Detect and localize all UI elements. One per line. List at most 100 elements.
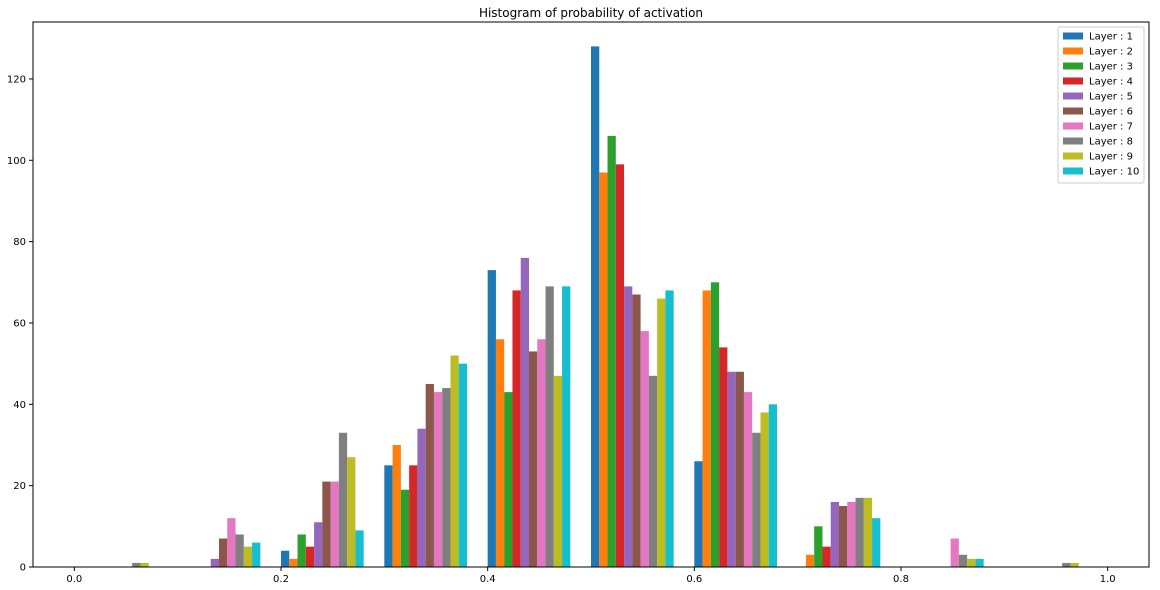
bar-layer-6-bin-2	[219, 538, 228, 567]
bar-layer-7-bin-7	[743, 392, 753, 567]
y-tick-label: 40	[13, 400, 26, 411]
legend-swatch-layer-6	[1063, 107, 1083, 115]
bar-layer-4-bin-7	[719, 347, 728, 567]
bar-layer-8-bin-5	[545, 286, 554, 567]
x-tick-label: 0.0	[66, 574, 82, 585]
bar-layer-4-bin-3	[305, 546, 315, 567]
legend-label-layer-6: Layer : 6	[1089, 107, 1133, 118]
bar-layer-8-bin-8	[855, 497, 864, 567]
x-tick-label: 0.6	[686, 574, 702, 585]
bar-layer-8-bin-1	[132, 562, 141, 567]
bar-layer-9-bin-3	[347, 457, 356, 567]
bar-layer-4-bin-4	[409, 465, 418, 567]
bar-layer-7-bin-2	[227, 518, 236, 567]
bar-layer-8-bin-3	[338, 432, 348, 567]
bar-layer-1-bin-3	[281, 550, 290, 567]
bar-layer-5-bin-6	[624, 286, 633, 567]
bar-layer-7-bin-9	[950, 538, 959, 567]
y-tick-label: 80	[13, 237, 26, 248]
x-tick-label: 0.4	[480, 574, 496, 585]
bar-layer-5-bin-3	[314, 522, 323, 567]
bar-layer-10-bin-6	[665, 290, 674, 567]
bar-layer-7-bin-3	[330, 481, 339, 567]
bar-layer-1-bin-7	[694, 461, 703, 567]
bars-layer	[132, 46, 1079, 568]
legend-swatch-layer-1	[1063, 32, 1083, 40]
bar-layer-10-bin-2	[252, 542, 261, 567]
legend-swatch-layer-5	[1063, 92, 1083, 100]
bar-layer-3-bin-3	[297, 534, 306, 567]
legend-label-layer-10: Layer : 10	[1089, 167, 1139, 178]
y-tick-label: 20	[13, 481, 26, 492]
bar-layer-5-bin-4	[417, 428, 426, 567]
bar-layer-10-bin-7	[768, 404, 777, 567]
bar-layer-10-bin-3	[355, 530, 364, 567]
bar-layer-9-bin-5	[553, 375, 563, 567]
bar-layer-5-bin-7	[727, 371, 736, 567]
bar-layer-9-bin-9	[967, 558, 976, 567]
bar-layer-8-bin-9	[958, 554, 968, 567]
legend-label-layer-5: Layer : 5	[1089, 92, 1133, 103]
bar-layer-2-bin-5	[495, 339, 505, 567]
bar-layer-9-bin-7	[760, 412, 769, 567]
bar-layer-5-bin-2	[210, 558, 219, 567]
bar-layer-8-bin-10	[1062, 562, 1071, 567]
chart-title: Histogram of probability of activation	[479, 6, 703, 20]
bar-layer-6-bin-5	[529, 351, 538, 567]
bar-layer-1-bin-6	[591, 46, 600, 567]
legend-label-layer-9: Layer : 9	[1089, 152, 1133, 163]
bar-layer-6-bin-6	[632, 294, 641, 567]
bar-layer-7-bin-4	[433, 392, 443, 567]
bar-layer-6-bin-4	[425, 383, 434, 567]
bar-layer-7-bin-8	[847, 501, 856, 567]
bar-layer-5-bin-5	[520, 257, 529, 567]
bar-layer-10-bin-4	[458, 363, 467, 567]
bar-layer-2-bin-6	[599, 172, 608, 568]
bar-layer-8-bin-2	[235, 534, 244, 567]
bar-layer-8-bin-7	[752, 432, 761, 567]
bar-layer-2-bin-8	[805, 554, 815, 567]
bar-layer-2-bin-3	[289, 558, 298, 567]
bar-layer-7-bin-6	[640, 331, 649, 567]
bar-layer-10-bin-9	[975, 558, 984, 567]
bar-layer-6-bin-3	[322, 481, 331, 567]
legend-swatch-layer-4	[1063, 77, 1083, 85]
bar-layer-8-bin-4	[442, 388, 451, 567]
legend-swatch-layer-9	[1063, 152, 1083, 160]
bar-layer-9-bin-4	[450, 355, 459, 567]
legend-label-layer-3: Layer : 3	[1089, 62, 1133, 73]
y-tick-label: 60	[13, 318, 26, 329]
bar-layer-1-bin-5	[487, 270, 496, 567]
bar-layer-3-bin-7	[710, 282, 720, 567]
x-tick-label: 0.2	[273, 574, 289, 585]
bar-layer-3-bin-4	[400, 489, 410, 567]
bar-layer-7-bin-5	[537, 339, 546, 567]
bar-layer-3-bin-8	[814, 526, 823, 567]
bar-layer-9-bin-1	[140, 562, 149, 567]
legend-label-layer-7: Layer : 7	[1089, 122, 1133, 133]
bar-layer-2-bin-7	[702, 290, 711, 567]
bar-layer-6-bin-7	[735, 371, 744, 567]
legend-swatch-layer-7	[1063, 122, 1083, 130]
legend-label-layer-8: Layer : 8	[1089, 137, 1133, 148]
axes-layer: 0.0 0.2 0.4 0.6 0.8 1.0 0 20 40 60 80 100 120	[7, 21, 1150, 585]
axes-frame	[32, 21, 1150, 568]
y-tick-label: 120	[7, 74, 26, 85]
bar-layer-3-bin-6	[607, 135, 616, 567]
bar-layer-9-bin-2	[243, 546, 253, 567]
legend: Layer : 1 Layer : 2 Layer : 3 Layer : 4 Laye…	[1057, 26, 1145, 184]
legend-label-layer-1: Layer : 1	[1089, 32, 1133, 43]
bar-layer-4-bin-8	[822, 546, 831, 567]
bar-layer-1-bin-4	[384, 465, 393, 567]
bar-layer-10-bin-8	[872, 518, 881, 567]
bar-layer-5-bin-8	[830, 501, 839, 567]
legend-swatch-layer-8	[1063, 137, 1083, 145]
bar-layer-9-bin-10	[1070, 562, 1079, 567]
legend-label-layer-2: Layer : 2	[1089, 47, 1133, 58]
bar-layer-9-bin-6	[657, 298, 666, 567]
bar-layer-4-bin-5	[512, 290, 521, 567]
bar-layer-4-bin-6	[615, 164, 625, 567]
legend-swatch-layer-3	[1063, 62, 1083, 70]
bar-layer-10-bin-5	[562, 286, 571, 567]
